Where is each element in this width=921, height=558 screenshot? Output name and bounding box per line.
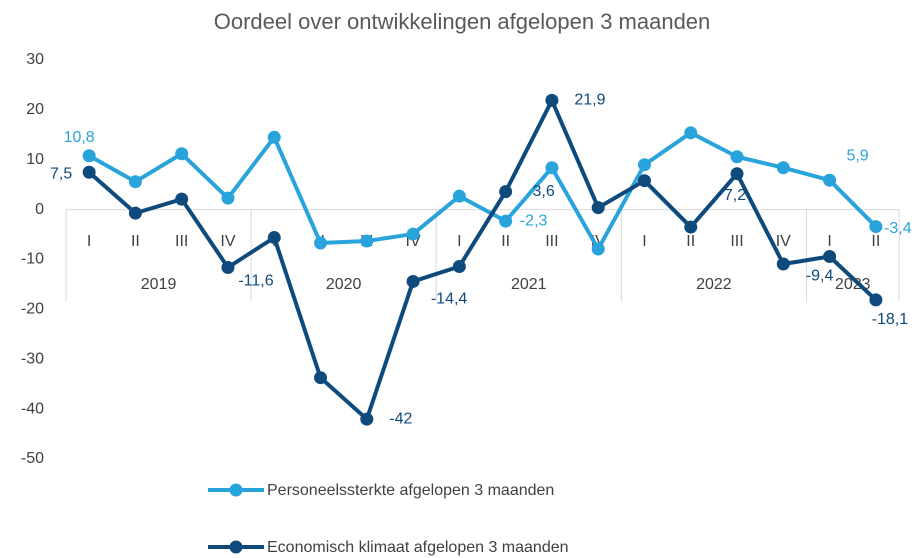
data-point	[360, 412, 374, 426]
data-label: -9,4	[806, 268, 834, 285]
data-label: -18,1	[872, 311, 909, 328]
data-point	[730, 150, 744, 164]
x-tick-label: II	[686, 233, 695, 250]
data-label: 10,8	[64, 129, 95, 146]
data-point	[637, 174, 651, 188]
data-label: 7,2	[724, 187, 746, 204]
data-label: 7,5	[50, 165, 72, 182]
legend-marker	[229, 540, 243, 554]
data-point	[823, 250, 837, 264]
data-point	[869, 293, 883, 307]
data-point	[360, 234, 374, 248]
x-tick-label: II	[501, 233, 510, 250]
x-tick-label: II	[871, 233, 880, 250]
data-label: 3,6	[533, 183, 555, 200]
y-tick-label: -10	[21, 251, 44, 268]
x-group-label: 2022	[696, 276, 732, 293]
y-tick-label: 20	[26, 101, 44, 118]
x-tick-label: IV	[220, 233, 235, 250]
data-label: -3,4	[884, 220, 912, 237]
legend-marker	[229, 483, 243, 497]
data-point	[452, 189, 466, 203]
data-label: -11,6	[238, 273, 273, 290]
data-point	[128, 206, 142, 220]
data-point	[545, 93, 559, 107]
data-point	[314, 371, 328, 385]
data-point	[591, 242, 605, 256]
y-tick-label: -40	[21, 400, 44, 417]
series-line	[88, 130, 878, 252]
data-point	[499, 185, 513, 199]
x-tick-label: I	[642, 233, 646, 250]
x-tick-label: I	[87, 233, 91, 250]
data-point	[591, 201, 605, 215]
x-tick-label: I	[827, 233, 831, 250]
x-tick-label: III	[175, 233, 188, 250]
data-point	[730, 167, 744, 181]
data-point	[823, 173, 837, 187]
x-group-label: 2019	[141, 276, 177, 293]
data-point	[221, 191, 235, 205]
data-point	[406, 274, 420, 288]
x-tick-label: III	[545, 233, 558, 250]
data-label: -14,4	[431, 291, 468, 308]
data-point	[684, 126, 698, 140]
data-point	[175, 147, 189, 161]
data-point	[128, 175, 142, 189]
series-line	[87, 98, 878, 422]
data-point	[267, 130, 281, 144]
data-label: -2,3	[520, 212, 548, 229]
chart-title: Oordeel over ontwikkelingen afgelopen 3 …	[214, 9, 711, 34]
y-tick-label: -50	[21, 450, 44, 467]
data-point	[82, 149, 96, 163]
x-tick-label: I	[457, 233, 461, 250]
data-point	[175, 192, 189, 206]
data-point	[499, 214, 513, 228]
data-label: 5,9	[846, 147, 868, 164]
y-tick-label: 10	[26, 151, 44, 168]
x-group-label: 2020	[326, 276, 362, 293]
data-point	[869, 220, 883, 234]
data-label: -42	[389, 410, 412, 427]
data-point	[637, 158, 651, 172]
x-tick-label: III	[730, 233, 743, 250]
x-tick-label: II	[131, 233, 140, 250]
x-tick-label: IV	[776, 233, 791, 250]
y-tick-label: -30	[21, 350, 44, 367]
data-point	[684, 220, 698, 234]
data-point	[267, 231, 281, 245]
y-tick-label: 0	[35, 201, 44, 218]
data-point	[82, 165, 96, 179]
y-tick-label: -20	[21, 301, 44, 318]
data-point	[776, 161, 790, 175]
legend-label: Personeelssterkte afgelopen 3 maanden	[267, 482, 554, 499]
y-tick-label: 30	[26, 51, 44, 68]
data-point	[452, 259, 466, 273]
data-label: 21,9	[574, 92, 605, 109]
data-point	[314, 236, 328, 250]
data-point	[776, 257, 790, 271]
data-point	[545, 161, 559, 175]
x-group-label: 2021	[511, 276, 547, 293]
data-point	[406, 227, 420, 241]
data-point	[221, 260, 235, 274]
legend-label: Economisch klimaat afgelopen 3 maanden	[267, 539, 569, 556]
